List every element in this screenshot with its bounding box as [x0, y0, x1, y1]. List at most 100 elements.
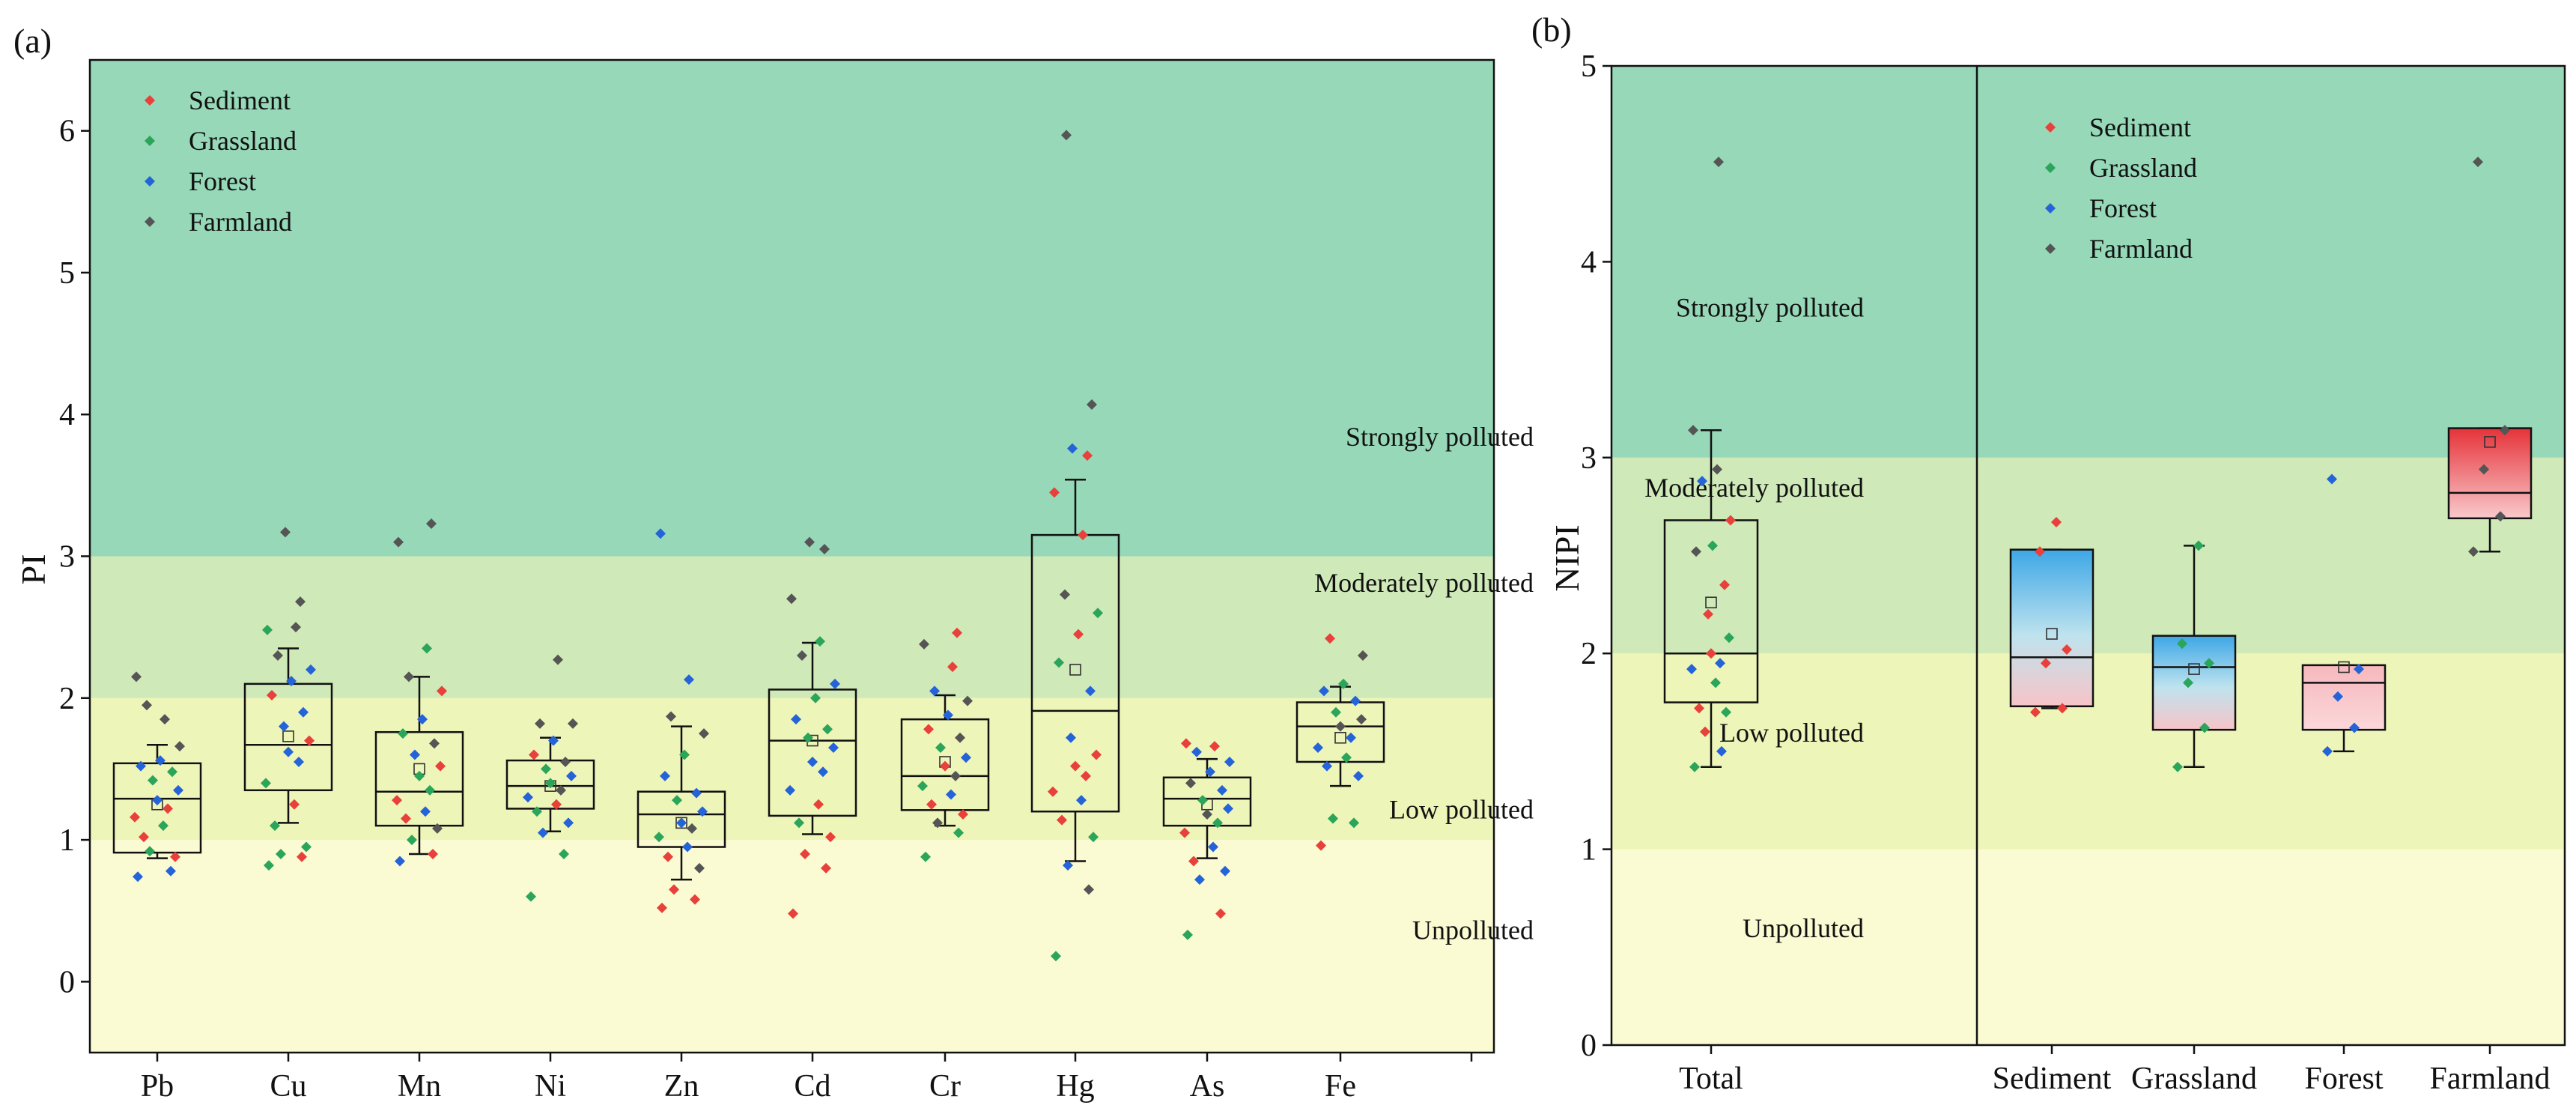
y-tick-label: 2: [59, 682, 75, 716]
point-cu: [291, 622, 301, 633]
point-zn: [654, 832, 664, 843]
point-as: [1220, 865, 1230, 877]
point-total: [1724, 632, 1734, 644]
point-as: [1188, 856, 1199, 867]
point-cu: [298, 706, 309, 718]
point-as: [1202, 809, 1212, 820]
point-pb: [136, 760, 146, 772]
point-hg: [1070, 760, 1081, 772]
box-body: [1295, 701, 1385, 763]
point-pb: [145, 846, 155, 857]
panel-a: (a) Unpolluted Low polluted Moderately pol…: [13, 22, 1534, 1104]
point-ni: [538, 827, 548, 838]
x-tick-label-as: As: [1190, 1069, 1225, 1104]
point-cd: [813, 799, 824, 810]
point-farmland: [2500, 425, 2510, 436]
point-fe: [1349, 817, 1359, 829]
zone-band-moderately-polluted: [90, 556, 1494, 698]
panel-b-axes: 0 1 2 3 4 5 Total Sediment Grassland Forest Farmla…: [1581, 49, 2566, 1096]
point-cd: [828, 742, 839, 754]
point-cr: [955, 732, 965, 743]
point-total: [1691, 546, 1701, 557]
legend-label-grassland: Grassland: [2089, 153, 2197, 183]
point-as: [1208, 841, 1218, 853]
point-cd: [815, 636, 825, 647]
point-hg: [1084, 884, 1094, 895]
point-cr: [932, 817, 943, 829]
y-tick-label: 5: [1581, 49, 1597, 84]
panel-a-axes: 0 1 2 3 4 5 6 Pb Cu Mn Ni Zn Cd Cr Hg As Fe: [59, 58, 1495, 1104]
box-body: [2009, 548, 2094, 708]
point-mn: [414, 770, 425, 781]
point-cr: [946, 789, 956, 800]
point-ni: [535, 718, 545, 729]
x-tick-label-pb: Pb: [141, 1069, 174, 1104]
point-fe: [1346, 732, 1356, 743]
point-mn: [401, 813, 411, 824]
box-body: [1663, 519, 1759, 703]
panel-a-legend: Sediment Grassland Forest Farmland: [145, 85, 297, 237]
x-tick-label-zn: Zn: [664, 1069, 699, 1104]
point-cu: [279, 721, 289, 732]
point-farmland: [2468, 546, 2479, 557]
point-fe: [1353, 770, 1364, 781]
legend-marker-sediment: [2045, 122, 2056, 133]
point-zn: [684, 674, 694, 685]
point-zn: [666, 711, 676, 722]
legend-marker-forest: [145, 176, 155, 187]
point-total: [1713, 157, 1724, 168]
zone-band-strongly-polluted: [1611, 66, 2565, 458]
point-grassland: [2193, 540, 2204, 551]
point-hg: [1057, 814, 1067, 826]
panel-b-points: [1686, 157, 2510, 772]
y-tick-label: 1: [1581, 833, 1597, 868]
point-zn: [691, 787, 702, 799]
point-cu: [273, 650, 283, 661]
x-tick-label-cr: Cr: [929, 1069, 961, 1104]
point-as: [1194, 874, 1205, 886]
point-cu: [276, 849, 286, 859]
point-ni: [526, 891, 536, 902]
panel-b-letter: (b): [1531, 10, 1572, 49]
panel-a-points: [130, 130, 1368, 962]
point-ni: [551, 799, 562, 810]
panel-b-boxes: [1663, 427, 2533, 769]
point-forest: [2322, 745, 2333, 757]
point-as: [1209, 741, 1220, 752]
point-grassland: [2177, 638, 2187, 650]
y-tick-label: 3: [1581, 441, 1597, 476]
point-cu: [295, 596, 306, 608]
point-hg: [1066, 732, 1076, 743]
mean-marker: [2046, 628, 2058, 640]
point-fe: [1356, 714, 1367, 725]
mean-marker: [282, 730, 294, 742]
point-hg: [1093, 608, 1103, 619]
box-body: [900, 718, 990, 811]
point-grassland: [2183, 677, 2193, 688]
b-plot-frame: [1610, 64, 2566, 1047]
point-total: [1721, 706, 1731, 718]
point-cu: [267, 690, 277, 700]
point-hg: [1088, 832, 1099, 843]
point-cd: [821, 862, 831, 874]
point-cu: [270, 820, 280, 832]
box-body: [637, 790, 726, 848]
box-body: [1030, 533, 1120, 813]
point-cd: [794, 817, 804, 829]
point-zn: [660, 770, 670, 781]
box-sediment: [2009, 548, 2094, 709]
point-mn: [425, 784, 435, 796]
y-tick-label: 4: [59, 398, 75, 432]
point-cd: [800, 849, 810, 859]
point-ni: [541, 763, 551, 775]
legend-label-sediment: Sediment: [189, 85, 291, 115]
point-pb: [152, 795, 162, 806]
point-total: [1712, 464, 1722, 475]
x-tick-label-cu: Cu: [270, 1069, 306, 1104]
point-cu: [304, 735, 315, 746]
point-hg: [1091, 749, 1102, 760]
point-fe: [1319, 685, 1329, 697]
point-cu: [289, 799, 300, 810]
zone-label-unpolluted: Unpolluted: [1743, 913, 1864, 943]
point-pb: [155, 755, 165, 766]
